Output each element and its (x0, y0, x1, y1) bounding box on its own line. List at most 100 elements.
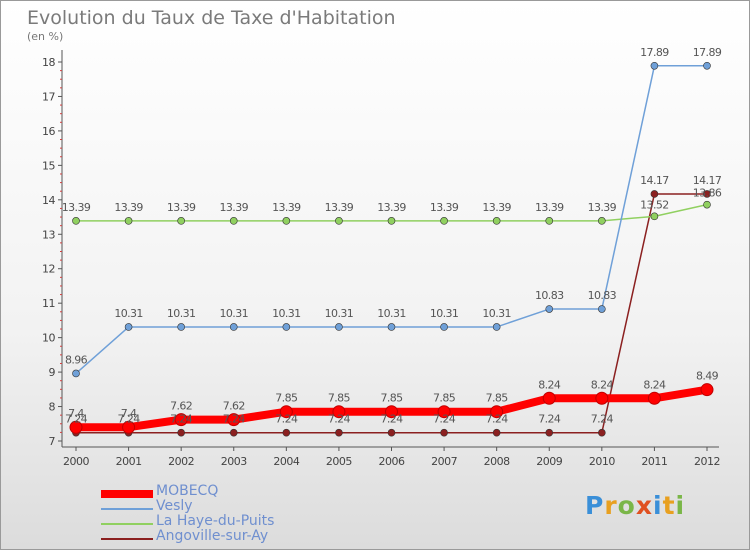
y-tick-label: 8 (49, 401, 56, 414)
data-label: 13.39 (220, 201, 249, 214)
y-tick-label: 10 (42, 332, 55, 345)
data-point (282, 323, 291, 331)
logo-letter: r (604, 491, 618, 520)
logo-letter: x (635, 491, 653, 520)
data-point (703, 200, 711, 209)
data-point (545, 305, 554, 313)
data-label: 7.24 (65, 413, 88, 426)
data-point (335, 323, 343, 331)
data-label: 13.86 (693, 187, 722, 200)
y-tick-label: 13 (42, 228, 55, 241)
data-label: 7.24 (486, 413, 509, 426)
data-label: 10.31 (114, 307, 143, 320)
data-label: 17.89 (640, 46, 669, 59)
x-tick-label: 2007 (431, 455, 457, 468)
data-point (282, 217, 291, 225)
data-label: 7.24 (118, 413, 141, 426)
data-label: 7.62 (170, 400, 192, 413)
data-point (595, 391, 609, 405)
data-point (177, 428, 185, 437)
data-label: 8.24 (643, 378, 666, 391)
data-label: 7.24 (275, 413, 298, 426)
data-point (387, 428, 396, 437)
data-label: 7.85 (380, 392, 403, 405)
legend-swatch (101, 490, 153, 498)
data-point (72, 369, 80, 378)
data-point (282, 428, 291, 437)
data-label: 8.24 (538, 378, 561, 391)
data-label: 10.31 (377, 307, 406, 320)
data-label: 10.31 (325, 307, 354, 320)
data-point (124, 323, 133, 331)
data-point (490, 405, 504, 419)
data-label: 13.39 (114, 201, 143, 214)
data-point (229, 217, 238, 225)
data-point (229, 428, 238, 437)
data-point (227, 413, 241, 427)
data-label: 13.39 (167, 201, 196, 214)
legend-swatch (101, 508, 153, 510)
legend-label: MOBECQ (156, 483, 219, 499)
logo-letter: i (653, 491, 663, 520)
chart-title: Evolution du Taux de Taxe d'Habitation (27, 7, 396, 29)
logo-letter: t (662, 491, 676, 520)
data-label: 7.24 (433, 413, 456, 426)
data-point (703, 190, 711, 198)
data-label: 10.83 (588, 289, 617, 302)
data-label: 7.24 (328, 413, 351, 426)
y-tick-label: 14 (42, 194, 55, 207)
x-tick-label: 2001 (116, 455, 142, 468)
data-point (492, 323, 501, 331)
x-tick-label: 2012 (694, 455, 720, 468)
data-label: 8.96 (65, 353, 88, 366)
data-point (440, 217, 448, 225)
data-point (387, 217, 396, 225)
data-label: 7.4 (68, 407, 84, 420)
data-point (177, 217, 185, 225)
data-point (492, 428, 501, 437)
data-point (385, 405, 398, 419)
y-tick-label: 17 (42, 90, 55, 103)
data-label: 8.49 (696, 370, 719, 383)
data-label: 7.85 (275, 392, 298, 405)
data-label: 7.85 (433, 392, 456, 405)
data-point (650, 212, 659, 221)
x-tick-label: 2010 (589, 455, 615, 468)
data-point (650, 190, 659, 198)
data-label: 7.85 (328, 392, 351, 405)
x-tick-label: 2009 (536, 455, 562, 468)
data-label: 10.83 (535, 289, 564, 302)
data-point (72, 217, 80, 225)
chart-subtitle: (en %) (27, 30, 64, 43)
data-point (598, 217, 606, 225)
data-point (545, 428, 554, 437)
data-label: 13.39 (325, 201, 354, 214)
data-point (124, 217, 133, 225)
legend-label: La Haye-du-Puits (156, 513, 275, 529)
x-tick-label: 2000 (63, 455, 89, 468)
data-label: 13.39 (377, 201, 406, 214)
data-point (122, 420, 136, 434)
data-point (177, 323, 185, 331)
logo-letter: o (617, 491, 636, 520)
legend-label: Angoville-sur-Ay (156, 528, 269, 544)
data-point (700, 383, 714, 397)
data-label: 10.31 (272, 307, 301, 320)
data-label: 7.62 (223, 400, 245, 413)
data-point (437, 405, 451, 419)
legend-swatch (101, 538, 153, 540)
data-label: 13.39 (535, 201, 564, 214)
data-point (647, 391, 661, 405)
data-label: 7.24 (223, 413, 246, 426)
data-label: 14.17 (693, 174, 722, 187)
y-tick-label: 9 (49, 366, 56, 379)
data-point (387, 323, 396, 331)
data-label: 10.31 (220, 307, 249, 320)
data-point (335, 217, 343, 225)
data-point (542, 391, 556, 405)
data-point (174, 413, 188, 427)
y-tick-label: 16 (42, 125, 55, 138)
data-label: 7.85 (486, 392, 509, 405)
